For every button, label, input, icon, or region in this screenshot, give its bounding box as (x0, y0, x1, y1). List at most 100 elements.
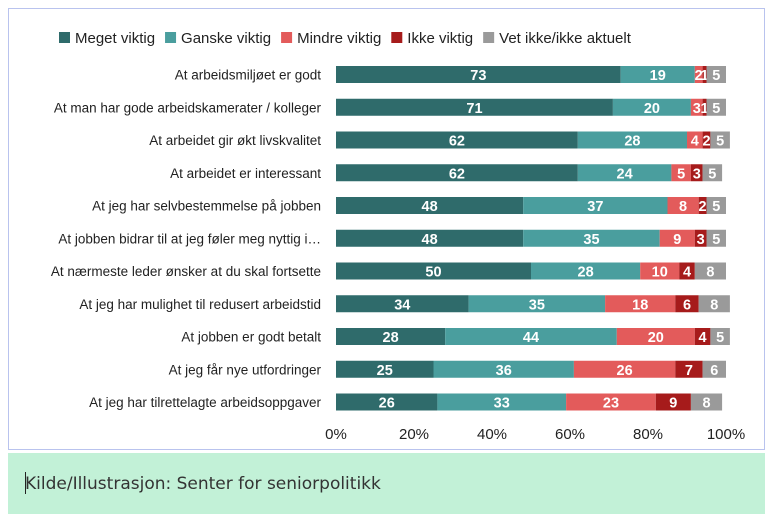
bar-9-1 (433, 360, 574, 378)
x-tick-label-1: 20% (399, 426, 429, 443)
legend-swatch-1 (165, 32, 177, 43)
legend-label-2: Mindre viktig (297, 30, 381, 47)
data-label-6-0: 50 (425, 265, 441, 281)
bar-0-4 (706, 66, 726, 83)
data-label-5-0: 48 (422, 232, 438, 248)
x-tick-label-4: 80% (633, 426, 663, 443)
legend-swatch-2 (281, 32, 293, 43)
category-label-8: At jobben er godt betalt (181, 330, 321, 345)
bar-1-1 (612, 98, 691, 116)
data-label-2-1: 28 (624, 134, 640, 150)
data-label-0-1: 19 (650, 68, 666, 84)
stacked-bar-chart: Meget viktig Ganske viktig Mindre viktig Ik… (51, 30, 745, 443)
legend-label-4: Vet ikke/ikke aktuelt (499, 30, 632, 47)
bar-8-0 (336, 328, 446, 345)
bar-4-4 (706, 197, 726, 214)
data-label-4-3: 2 (699, 199, 707, 215)
data-label-1-3: 1 (701, 101, 709, 117)
data-label-2-4: 5 (716, 134, 724, 150)
bar-10-3 (655, 393, 691, 411)
data-label-10-2: 23 (603, 396, 619, 412)
data-label-10-4: 8 (702, 396, 710, 412)
bar-2-4 (710, 131, 730, 149)
bar-0-2 (694, 66, 703, 83)
data-label-10-1: 33 (494, 396, 510, 412)
bar-7-1 (468, 295, 606, 313)
bar-5-0 (336, 229, 524, 247)
category-label-9: At jeg får nye utfordringer (169, 362, 322, 377)
bar-9-3 (675, 360, 703, 378)
data-label-4-4: 5 (712, 199, 720, 215)
bar-2-3 (702, 131, 711, 149)
legend-label-0: Meget viktig (75, 30, 155, 47)
bar-10-2 (566, 393, 656, 411)
bar-10-0 (336, 393, 438, 411)
data-label-5-3: 3 (697, 232, 705, 248)
x-tick-label-0: 0% (325, 426, 347, 443)
data-label-2-2: 4 (691, 134, 699, 150)
data-label-5-2: 9 (673, 232, 681, 248)
data-label-3-4: 5 (708, 166, 716, 182)
bar-7-2 (605, 295, 676, 313)
bar-6-2 (640, 262, 680, 280)
data-label-7-3: 6 (683, 297, 691, 313)
bar-8-4 (710, 328, 730, 345)
bar-0-1 (620, 66, 695, 83)
text-cursor (25, 472, 26, 494)
data-label-3-3: 3 (693, 166, 701, 182)
data-label-9-0: 25 (377, 363, 393, 379)
bar-9-2 (573, 360, 676, 378)
data-label-1-2: 3 (693, 101, 701, 117)
legend-swatch-3 (391, 32, 403, 43)
bar-6-4 (694, 262, 726, 280)
bar-7-0 (336, 295, 469, 313)
category-label-3: At arbeidet er interessant (170, 166, 321, 181)
bar-2-0 (336, 131, 578, 149)
data-label-7-0: 34 (394, 297, 410, 313)
category-label-0: At arbeidsmiljøet er godt (175, 68, 322, 83)
legend-label-1: Ganske viktig (181, 30, 271, 47)
data-label-7-4: 8 (710, 297, 718, 313)
bar-6-3 (679, 262, 695, 280)
data-label-6-2: 10 (652, 265, 668, 281)
data-label-5-4: 5 (712, 232, 720, 248)
data-label-0-0: 73 (470, 68, 486, 84)
bar-5-4 (706, 229, 726, 247)
data-label-5-1: 35 (583, 232, 599, 248)
legend-swatch-0 (59, 32, 70, 43)
data-label-8-1: 44 (523, 330, 539, 346)
bar-5-2 (659, 229, 695, 247)
data-label-10-3: 9 (669, 396, 677, 412)
bar-4-1 (523, 197, 668, 214)
category-label-10: At jeg har tilrettelagte arbeidsoppgaver (89, 395, 321, 410)
category-label-1: At man har gode arbeidskamerater / kolle… (54, 100, 322, 115)
x-tick-label-2: 40% (477, 426, 507, 443)
data-label-9-4: 6 (710, 363, 718, 379)
bar-5-3 (694, 229, 707, 247)
category-label-2: At arbeidet gir økt livskvalitet (149, 133, 321, 148)
legend-swatch-4 (483, 32, 495, 43)
bar-1-2 (690, 98, 703, 116)
data-label-8-2: 20 (648, 330, 664, 346)
bar-1-4 (706, 98, 726, 116)
bar-2-1 (577, 131, 687, 149)
data-label-8-4: 5 (716, 330, 724, 346)
bar-1-0 (336, 98, 613, 116)
bar-6-0 (336, 262, 531, 280)
data-label-7-1: 35 (529, 297, 545, 313)
bar-6-1 (531, 262, 641, 280)
bar-8-1 (445, 328, 617, 345)
data-label-3-0: 62 (449, 166, 465, 182)
data-label-9-2: 26 (617, 363, 633, 379)
caption-text: Kilde/Illustrasjon: Senter for seniorpol… (25, 474, 381, 494)
data-label-3-1: 24 (617, 166, 633, 182)
bar-0-3 (702, 66, 707, 83)
data-label-6-4: 8 (706, 265, 714, 281)
category-label-7: At jeg har mulighet til redusert arbeids… (79, 297, 321, 312)
bar-3-3 (690, 164, 703, 182)
data-label-10-0: 26 (379, 396, 395, 412)
bar-9-4 (702, 360, 726, 378)
data-label-2-3: 2 (702, 134, 710, 150)
bar-10-4 (690, 393, 723, 411)
bar-10-1 (437, 393, 567, 411)
